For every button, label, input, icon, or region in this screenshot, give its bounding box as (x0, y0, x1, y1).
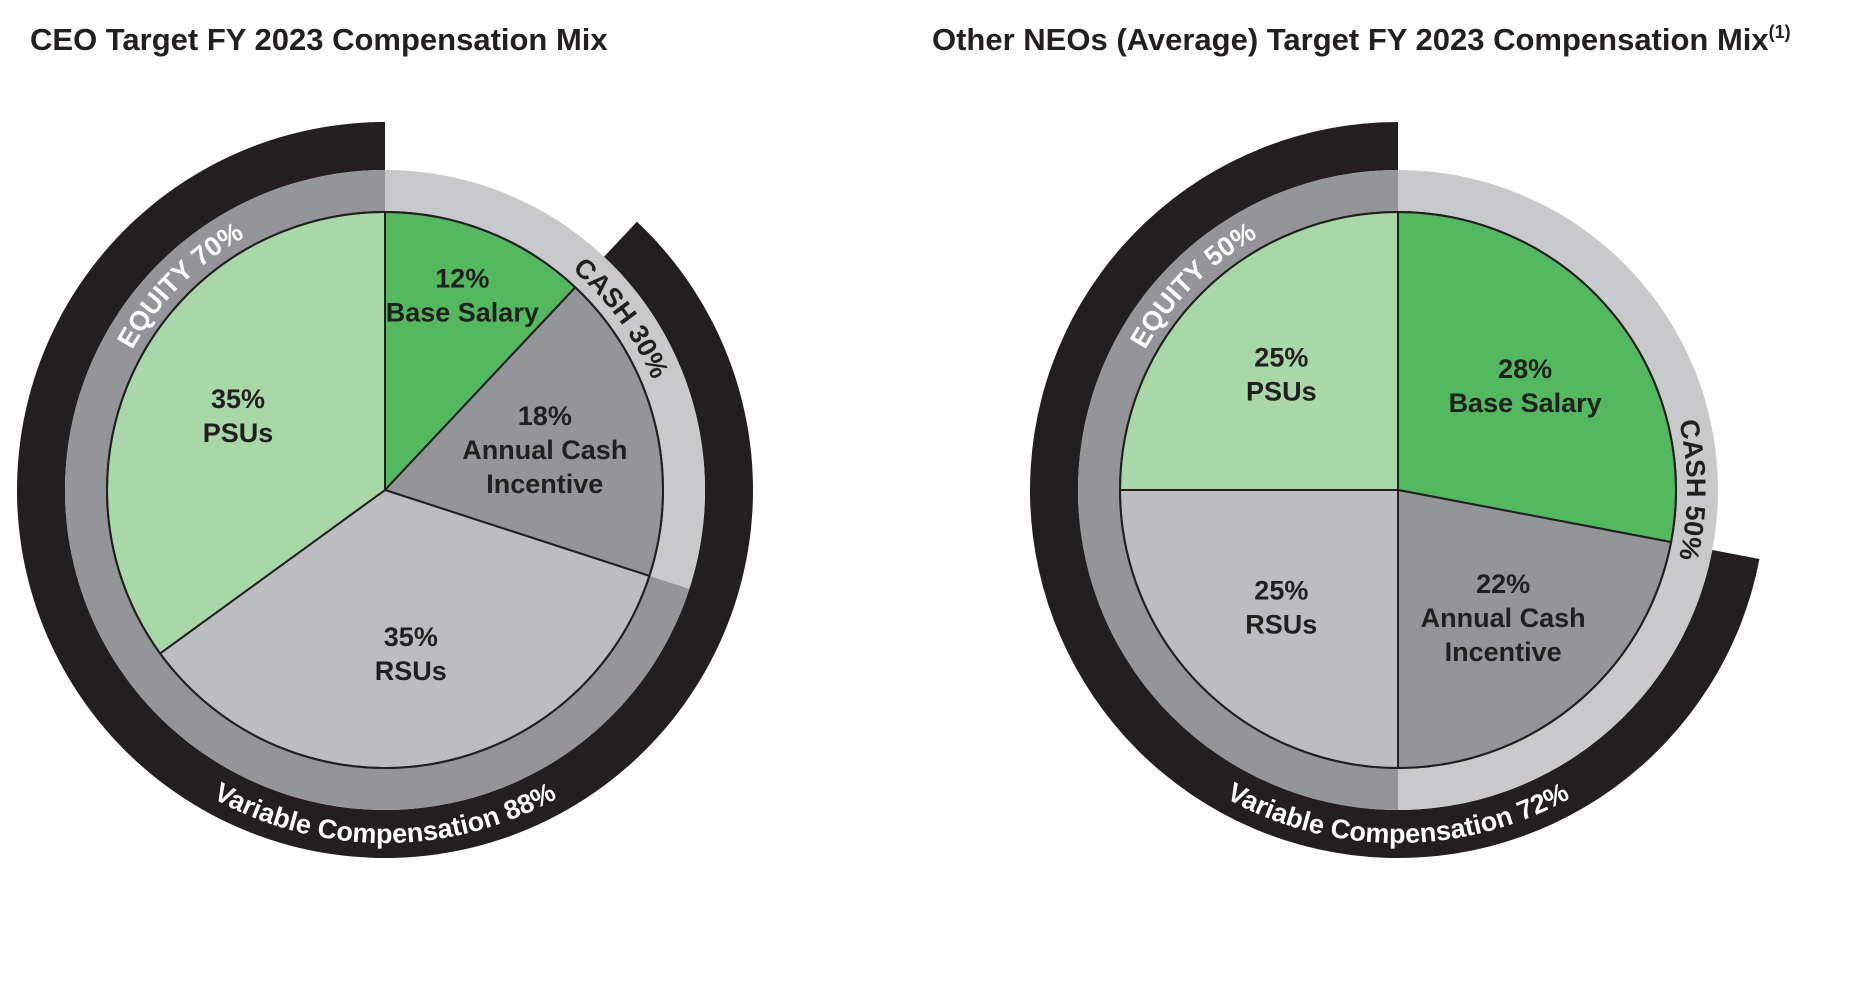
slice-label-rsus: 35% RSUs (375, 622, 447, 686)
neo-chart-title: Other NEOs (Average) Target FY 2023 Comp… (932, 22, 1791, 57)
slice-name: Incentive (486, 469, 603, 499)
slice-name: RSUs (375, 656, 447, 686)
slice-name: Base Salary (386, 298, 539, 328)
neo-compensation-pie: 28% Base Salary 22% Annual Cash Incentive 25%… (1030, 122, 1760, 858)
slice-label-rsus: 25% RSUs (1245, 576, 1317, 640)
chart-title-text: Other NEOs (Average) Target FY 2023 Comp… (932, 22, 1769, 57)
cash-ring-segment (1398, 170, 1718, 810)
slice-percent: 25% (1254, 342, 1308, 372)
slice-percent: 12% (435, 264, 489, 294)
slice-percent: 28% (1498, 354, 1552, 384)
slice-percent: 35% (211, 384, 265, 414)
slice-label-psus: 35% PSUs (203, 384, 274, 448)
slice-percent: 22% (1476, 569, 1530, 599)
slice-label-annual-cash-incentive: 22% Annual Cash Incentive (1421, 569, 1586, 667)
slice-label-base-salary: 28% Base Salary (1449, 354, 1602, 418)
slice-label-annual-cash-incentive: 18% Annual Cash Incentive (462, 401, 627, 499)
equity-ring-segment (1078, 170, 1398, 810)
pie-outline (106, 211, 664, 769)
slice-name: PSUs (203, 418, 274, 448)
slice-name: Annual Cash (462, 435, 627, 465)
slice-name: PSUs (1246, 376, 1317, 406)
slice-percent: 18% (518, 401, 572, 431)
footnote-marker: (1) (1769, 22, 1791, 42)
slice-label-base-salary: 12% Base Salary (386, 264, 539, 328)
pie-outline (1119, 211, 1677, 769)
ceo-chart-title: CEO Target FY 2023 Compensation Mix (30, 22, 608, 57)
slice-name: Incentive (1445, 637, 1562, 667)
slice-name: Base Salary (1449, 388, 1602, 418)
slice-label-psus: 25% PSUs (1246, 342, 1317, 406)
slice-percent: 25% (1254, 576, 1308, 606)
slice-name: Annual Cash (1421, 603, 1586, 633)
slice-percent: 35% (384, 622, 438, 652)
chart-title-text: CEO Target FY 2023 Compensation Mix (30, 22, 608, 57)
ceo-compensation-pie: 12% Base Salary 18% Annual Cash Incentive 35%… (17, 122, 754, 858)
slice-name: RSUs (1245, 610, 1317, 640)
